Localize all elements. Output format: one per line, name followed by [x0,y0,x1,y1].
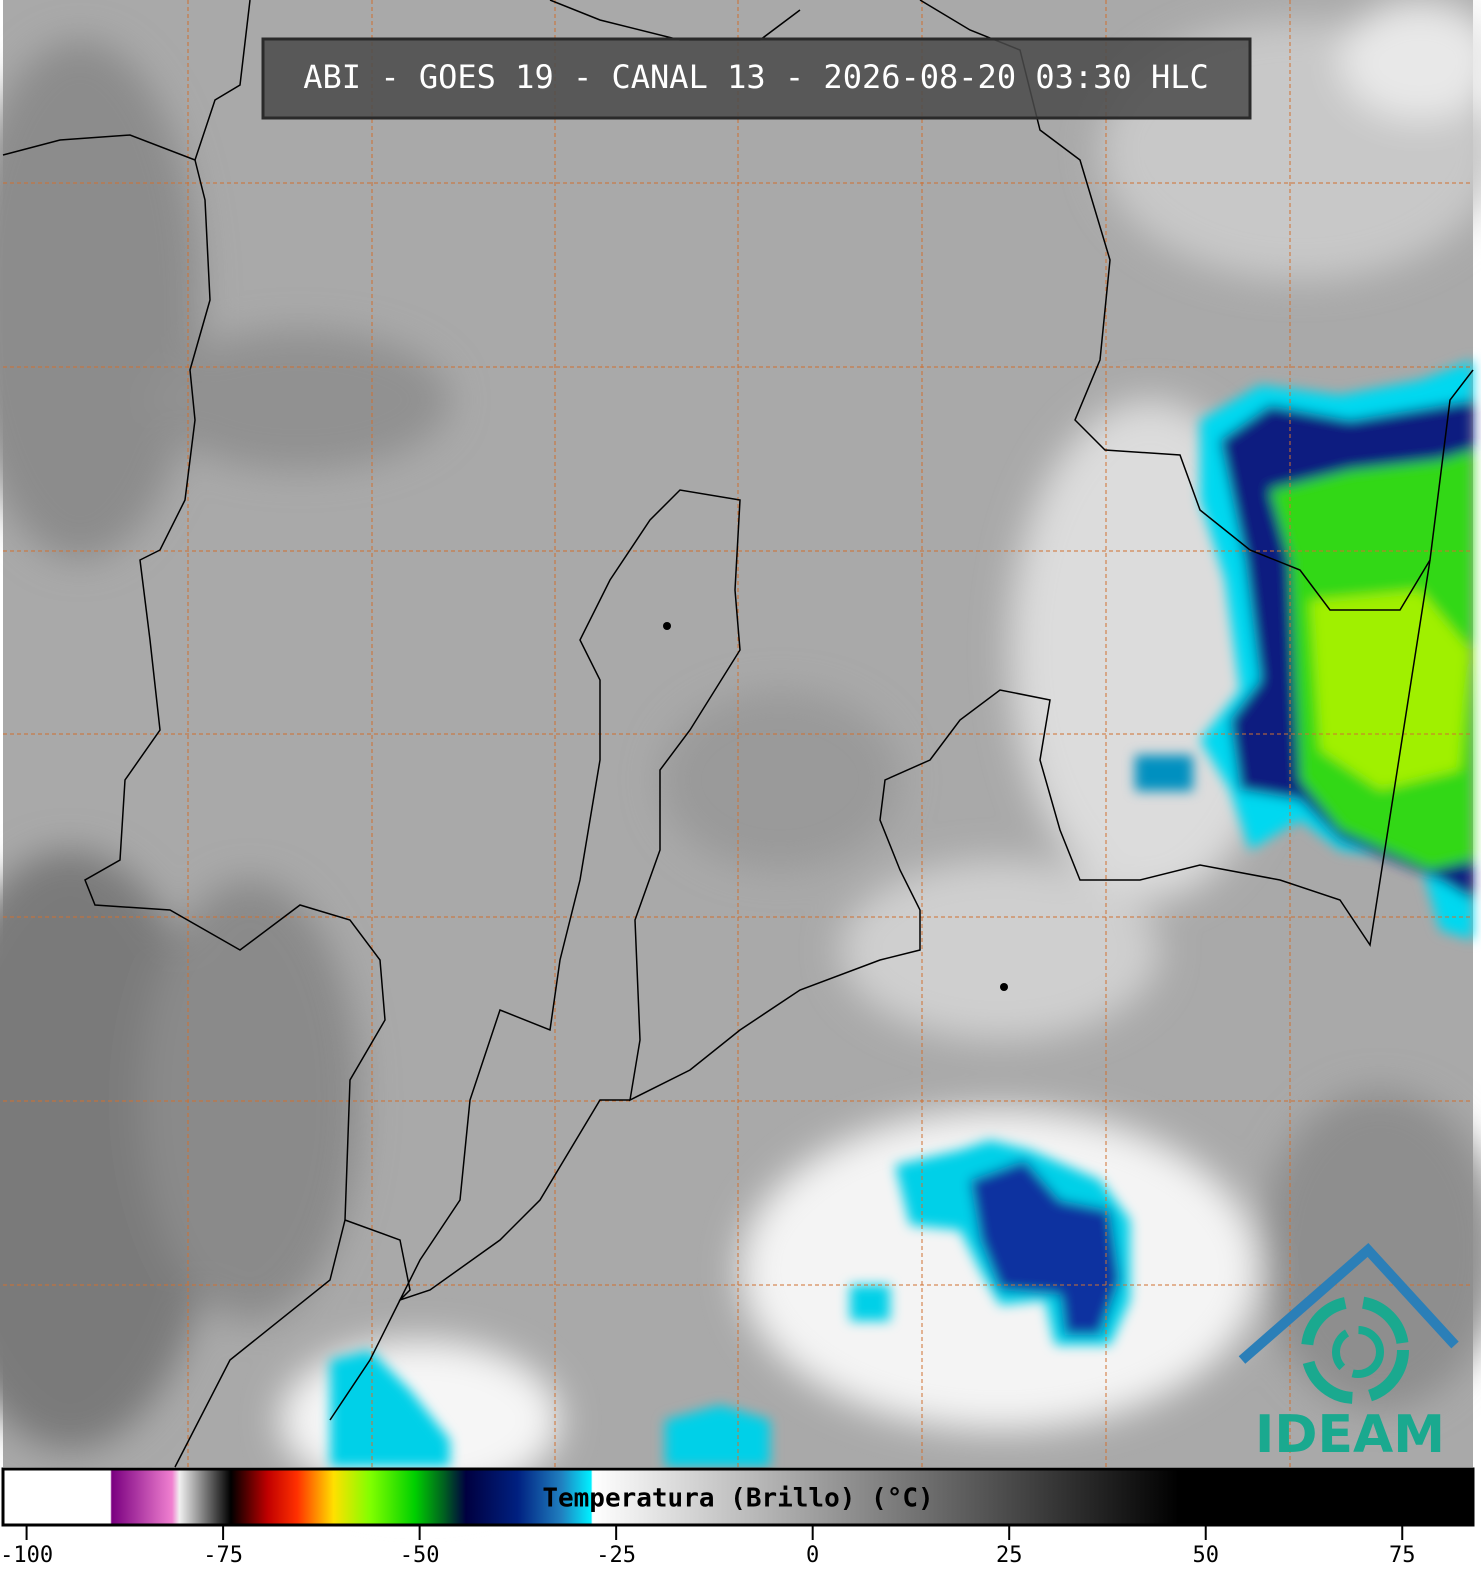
grid-lines [3,0,1473,1467]
colorbar-label: Temperatura (Brillo) (°C) [542,1484,933,1514]
tick-label: -100 [0,1543,53,1568]
city-marker [663,622,671,630]
city-marker [1000,983,1008,991]
logo: IDEAM [1238,1243,1459,1465]
colorbar [1,1467,1475,1527]
logo-text: IDEAM [1255,1405,1445,1465]
imagery [0,0,1481,1500]
title-box [261,37,1252,120]
title: ABI - GOES 19 - CANAL 13 - 2026-08-20 03… [303,58,1208,96]
colorbar-ticks: -100 -75 -50 -25 0 25 50 75 [0,1525,1416,1568]
borders [2,0,1474,1468]
tick-label: -75 [203,1543,243,1568]
tick-label: 0 [806,1543,819,1568]
tick-label: 75 [1389,1543,1416,1568]
tick-label: 50 [1192,1543,1219,1568]
tick-label: -50 [400,1543,440,1568]
tick-label: 25 [996,1543,1023,1568]
tick-label: -25 [596,1543,636,1568]
